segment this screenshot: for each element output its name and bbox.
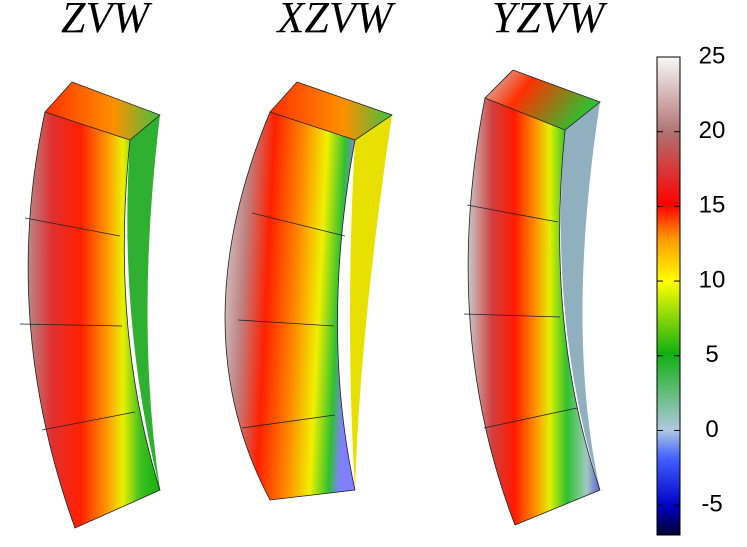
- panel-title: XZVW: [276, 0, 396, 42]
- beam-zvw: [19, 81, 161, 529]
- colorbar-tick-label: -5: [701, 490, 722, 517]
- colorbar-tick-label: 25: [699, 42, 726, 69]
- colorbar-tick-label: 15: [699, 192, 726, 219]
- colorbar-tick-label: 0: [705, 416, 718, 443]
- colorbar: [656, 56, 681, 536]
- panel-title: ZVW: [61, 0, 152, 42]
- colorbar-tick-label: 10: [699, 266, 726, 293]
- beam-xzvw: [224, 81, 393, 501]
- panel-title: YZVW: [492, 0, 608, 42]
- beam-yzvw: [463, 69, 601, 526]
- colorbar-tick-label: 20: [699, 117, 726, 144]
- colorbar-tick-label: 5: [705, 341, 718, 368]
